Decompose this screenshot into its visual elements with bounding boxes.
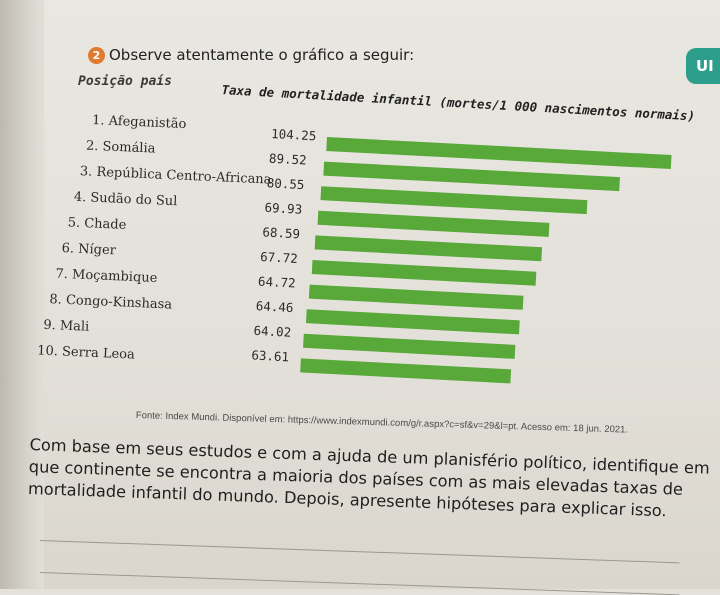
bar-3 [320, 186, 588, 215]
bar-10 [300, 358, 512, 384]
country-label-1: 1. Afeganistão [92, 113, 187, 132]
question-number-badge: 2 [88, 47, 105, 64]
country-label-9: 9. Mali [43, 318, 90, 335]
country-label-8: 8. Congo-Kinshasa [49, 292, 172, 312]
value-label-7: 64.72 [258, 274, 296, 291]
value-label-10: 63.61 [251, 347, 289, 364]
bar-9 [303, 333, 516, 359]
value-label-3: 80.55 [266, 175, 304, 192]
value-label-4: 69.93 [264, 200, 302, 217]
country-label-5: 5. Chade [67, 215, 127, 233]
bar-4 [317, 210, 550, 237]
value-label-1: 104.25 [271, 126, 317, 143]
page-gutter [0, 0, 44, 589]
country-label-3: 3. República Centro-Africana [80, 164, 272, 187]
country-label-7: 7. Moçambique [55, 267, 158, 286]
country-label-4: 4. Sudão do Sul [74, 190, 178, 210]
unit-side-tab: UI [686, 48, 720, 84]
country-label-6: 6. Níger [61, 241, 117, 258]
value-label-8: 64.46 [255, 298, 293, 315]
value-label-2: 89.52 [269, 151, 307, 168]
question-text: Observe atentamente o gráfico a seguir: [109, 46, 415, 64]
country-label-2: 2. Somália [86, 139, 156, 157]
bar-8 [305, 309, 520, 335]
bar-7 [308, 284, 524, 310]
question-line: 2 Observe atentamente o gráfico a seguir: [88, 46, 414, 64]
bar-1 [326, 136, 672, 170]
value-label-6: 67.72 [260, 249, 298, 266]
bar-5 [314, 235, 543, 262]
country-label-10: 10. Serra Leoa [37, 343, 135, 362]
value-label-9: 64.02 [253, 323, 291, 340]
value-label-5: 68.59 [262, 224, 300, 241]
column-header: Posição país [78, 74, 172, 89]
bar-2 [323, 161, 620, 192]
bar-6 [311, 260, 537, 286]
